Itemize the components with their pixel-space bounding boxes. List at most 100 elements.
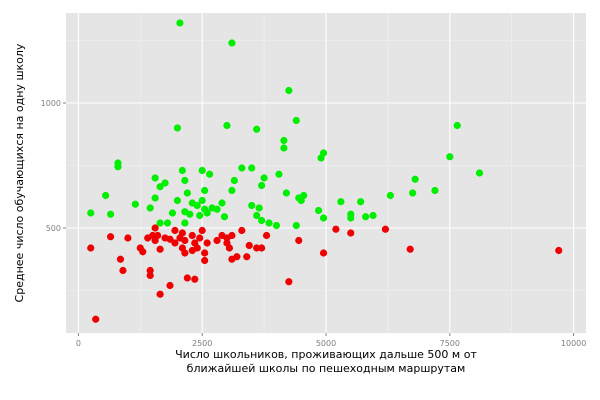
point-green [220,213,229,221]
point-green [163,219,172,227]
point-green [282,189,290,197]
point-green [253,125,261,133]
point-red [171,239,179,247]
point-green [206,170,214,178]
point-green [411,175,419,183]
point-red [176,234,184,242]
point-red [262,231,271,240]
point-red [151,236,159,245]
point-green [183,189,191,197]
point-red [198,226,206,235]
point-green [173,124,182,132]
point-green [431,186,439,195]
y-axis-ticks: 500 1000 [41,99,66,233]
point-red [191,275,199,283]
point-green [146,204,154,212]
point-green [319,214,328,222]
point-red [347,229,355,237]
x-tick-label: 7500 [440,339,460,348]
point-green [230,176,238,185]
point-red [181,249,189,257]
x-tick-label: 10000 [561,339,586,348]
point-green [255,204,263,212]
point-green [292,116,300,125]
point-green [317,154,325,162]
point-red [146,271,154,280]
point-red [285,278,293,286]
data-points [87,19,563,323]
point-red [196,234,204,242]
point-green [87,209,95,217]
point-red [319,249,328,257]
point-green [297,196,305,205]
point-green [114,163,122,171]
point-green [248,201,256,210]
x-axis-title-line2: ближайшей школы по пешеходным маршрутам [187,362,466,375]
point-green [181,176,189,185]
point-green [181,219,189,227]
point-green [131,200,139,208]
point-green [362,213,370,221]
point-red [92,315,100,323]
point-green [258,181,266,190]
y-axis-title: Среднее число обучающихся на одну школу [13,43,26,302]
point-green [151,194,159,202]
point-red [151,224,159,232]
x-tick-label: 0 [76,339,81,348]
point-green [347,214,355,222]
point-green [106,210,115,218]
point-red [245,241,253,250]
point-red [406,245,414,253]
point-red [161,234,169,242]
x-axis-title-line1: Число школьников, проживающих дальше 500… [175,348,477,361]
point-green [201,186,209,195]
point-green [193,201,201,210]
point-red [228,255,236,263]
point-green [213,205,221,213]
point-red [555,246,563,255]
point-green [386,191,394,200]
point-red [253,244,261,252]
point-red [332,225,340,233]
point-green [280,136,288,145]
point-green [260,174,268,182]
point-green [280,144,288,152]
point-red [116,255,125,263]
point-green [203,209,211,217]
point-green [357,198,365,206]
point-green [409,189,417,197]
grid-lines [66,13,586,333]
point-green [173,196,182,205]
point-red [193,244,201,252]
point-green [151,174,159,182]
point-green [475,169,484,177]
point-green [453,121,461,130]
point-green [314,206,323,215]
point-red [183,274,191,282]
y-tick-label: 500 [46,224,61,233]
point-red [381,225,390,233]
point-green [198,196,206,205]
point-green [272,221,281,230]
point-red [295,236,303,245]
point-green [253,211,261,220]
point-red [243,253,251,261]
point-red [258,244,266,252]
point-red [106,233,115,241]
x-tick-label: 2500 [192,339,212,348]
point-red [166,281,174,290]
x-tick-label: 5000 [316,339,336,348]
point-red [203,239,211,247]
point-green [337,198,345,206]
point-red [146,266,154,275]
point-green [218,199,226,207]
point-green [186,210,194,218]
point-red [238,226,246,235]
point-green [223,121,231,130]
point-red [201,249,209,257]
point-green [228,39,236,47]
x-axis-ticks: 0 2500 5000 7500 10000 [76,333,586,348]
point-green [196,211,204,220]
point-red [156,290,164,298]
